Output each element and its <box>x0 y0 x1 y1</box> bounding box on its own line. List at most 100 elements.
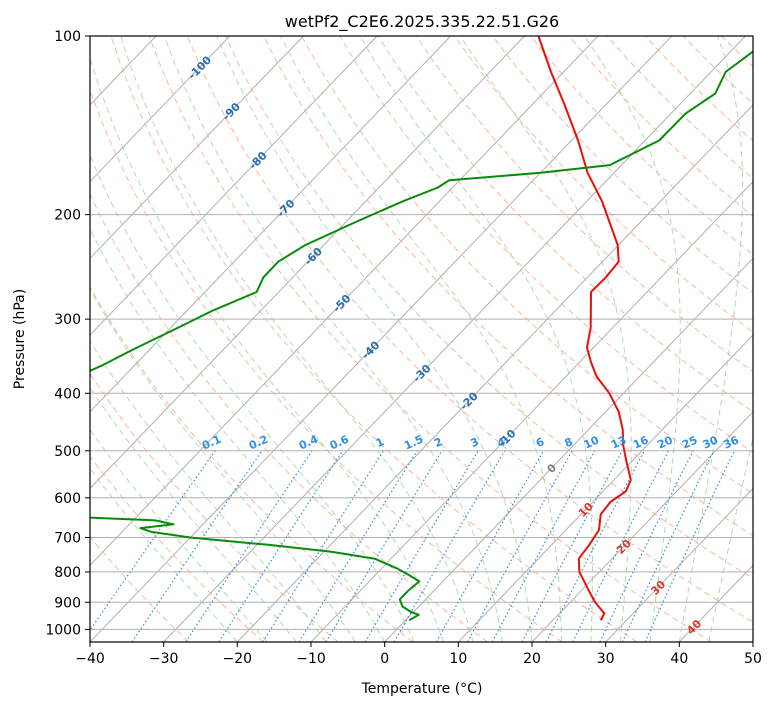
y-tick-label: 700 <box>54 531 81 547</box>
y-tick-label: 300 <box>54 312 81 328</box>
mixing-ratio-line <box>90 450 216 632</box>
x-tick-label: 20 <box>523 651 541 667</box>
mixing-ratio-line <box>325 450 443 642</box>
isotherm-line <box>752 641 753 642</box>
series-layer <box>90 36 753 622</box>
mixing-ratio-line <box>218 450 344 642</box>
x-axis-label: Temperature (°C) <box>361 681 483 697</box>
x-tick-label: −40 <box>75 651 105 667</box>
mixing-ratio-line <box>621 450 715 642</box>
chart-title: wetPf2_C2E6.2025.335.22.51.G26 <box>285 12 559 32</box>
mixing-ratio-line <box>435 450 545 642</box>
moist-adiabat <box>90 340 327 642</box>
isotherm-line <box>457 334 753 642</box>
mixing-ratio-label: 16 <box>631 433 651 451</box>
x-tick-label: 40 <box>670 651 688 667</box>
isotherm-line <box>90 36 525 490</box>
dry-adiabat <box>90 286 414 642</box>
dry-adiabat <box>90 372 339 642</box>
y-tick-label: 100 <box>54 29 81 45</box>
mixing-ratio-label: 10 <box>582 433 602 451</box>
moist-adiabat <box>678 36 744 642</box>
mixing-ratio-line <box>599 450 694 642</box>
mixing-ratio-label: 0.6 <box>328 433 351 453</box>
moist-adiabat <box>90 386 297 642</box>
mixing-ratio-line <box>131 450 263 642</box>
y-tick-label: 200 <box>54 208 81 224</box>
moist-adiabat <box>90 467 238 642</box>
x-tick-label: 30 <box>597 651 615 667</box>
temperature-profile <box>537 36 632 621</box>
mixing-ratio-label: 36 <box>721 433 741 451</box>
y-tick-label: 500 <box>54 444 81 460</box>
dry-adiabat <box>415 36 753 373</box>
dry-adiabat <box>530 36 753 256</box>
mixing-ratio-label: 13 <box>609 434 628 452</box>
mixing-ratio-label: 0.1 <box>200 433 223 453</box>
dry-adiabat <box>110 36 638 642</box>
x-tick-label: 10 <box>449 651 467 667</box>
moist-adiabat <box>216 36 533 642</box>
plot-frame <box>89 35 754 643</box>
dry-adiabat <box>186 36 753 623</box>
mixing-ratio-line <box>466 450 573 642</box>
y-tick-label: 800 <box>54 565 81 581</box>
mixing-ratio-line <box>572 450 670 642</box>
mixing-ratio-label: 2 <box>432 435 444 450</box>
x-tick-label: 0 <box>380 651 389 667</box>
y-tick-label: 1000 <box>45 622 81 638</box>
isotherm-line <box>531 411 753 642</box>
y-tick-label: 600 <box>54 491 81 507</box>
mixing-ratio-label: 8 <box>563 435 575 450</box>
y-axis-label: Pressure (hPa) <box>12 289 28 389</box>
dewpoint-profile <box>90 50 753 622</box>
mixing-ratio-line <box>262 450 384 642</box>
moist-adiabat <box>90 56 445 642</box>
moist-adiabat <box>280 36 562 642</box>
moist-adiabat <box>90 227 386 642</box>
mixing-ratio-label: 30 <box>701 433 721 451</box>
mixing-ratio-line <box>298 450 418 642</box>
isotherm-line <box>90 36 231 183</box>
dry-adiabat <box>263 36 753 537</box>
axis-ticks: −40 −30 −20 −10 0 10 20 30 40 5010020030040050060… <box>45 29 762 667</box>
isotherm-line <box>0 36 9 642</box>
moist-adiabat <box>583 36 681 642</box>
dry-adiabat <box>90 455 264 642</box>
isotherm-label: -100 <box>186 53 215 82</box>
isotherm-line <box>384 257 753 642</box>
moist-adiabat <box>459 36 632 642</box>
moist-adiabat <box>120 36 474 642</box>
mixing-ratio-label: 3 <box>469 435 481 450</box>
mixing-ratio-label: 25 <box>680 434 699 452</box>
moist-adiabat <box>90 428 268 642</box>
mixing-ratio-label: 20 <box>655 433 675 451</box>
mixing-ratio-label: 0.4 <box>297 433 320 453</box>
mixing-ratio-label: 1 <box>374 435 386 450</box>
dry-adiabat <box>453 36 753 333</box>
dry-adiabat <box>90 88 563 642</box>
x-tick-label: −20 <box>223 651 253 667</box>
dry-adiabat <box>148 36 712 642</box>
dry-adiabat <box>721 36 753 68</box>
dry-adiabat <box>682 36 753 105</box>
dry-adiabat <box>760 36 775 642</box>
moist-adiabat <box>90 288 356 642</box>
moist-adiabat <box>359 36 593 642</box>
dry-adiabat <box>492 36 753 294</box>
isotherm-line <box>90 36 673 642</box>
moist-adiabat <box>163 36 503 642</box>
x-tick-label: −30 <box>149 651 179 667</box>
grid <box>0 36 775 642</box>
mixing-ratio-line <box>185 450 313 642</box>
mixing-ratio-line <box>364 450 479 642</box>
isotherm-line <box>236 104 753 642</box>
isotherm-line <box>90 36 304 260</box>
isotherm-line <box>90 36 378 336</box>
isotherm-line <box>163 36 746 642</box>
isotherm-line <box>90 36 599 566</box>
mixing-ratio-line <box>491 450 596 642</box>
isotherm-line <box>90 36 452 413</box>
mixing-ratio-label: 6 <box>534 435 547 450</box>
